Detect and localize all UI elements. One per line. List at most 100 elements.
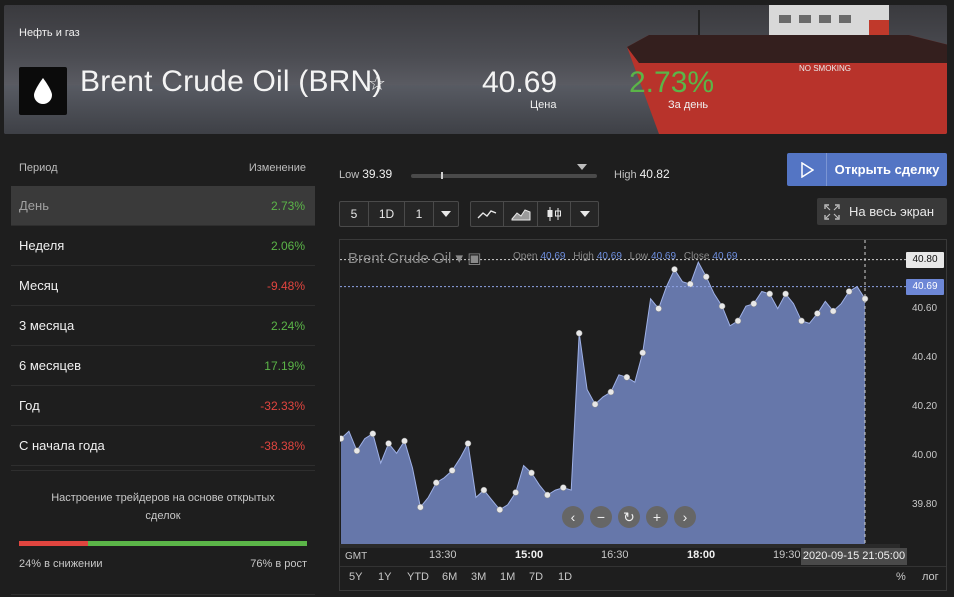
play-icon — [787, 153, 827, 186]
open-value: 40.69 — [540, 251, 566, 262]
area-chart-button[interactable] — [504, 202, 538, 226]
data-point — [353, 447, 361, 455]
ohlc-readout: Open 40.69 High 40.69 Low 40.69 Close 40.69 — [513, 251, 742, 262]
day-low-label: Low — [339, 169, 360, 181]
price-chart[interactable]: Brent Crude Oil ▾ ▣ Open 40.69 High 40.69 … — [339, 239, 947, 591]
period-row[interactable]: Год -32.33% — [11, 386, 315, 426]
period-row[interactable]: Неделя 2.06% — [11, 226, 315, 266]
data-point — [687, 280, 694, 288]
chart-instrument-legend[interactable]: Brent Crude Oil ▾ ▣ — [348, 250, 482, 267]
day-high: High 40.82 — [614, 167, 670, 181]
price-line — [340, 260, 866, 511]
period-row[interactable]: С начала года -38.38% — [11, 426, 315, 466]
data-point — [433, 479, 440, 486]
period-change-value: -9.48% — [266, 278, 305, 293]
x-tick-label: 18:00 — [687, 549, 716, 561]
tanker-ship-image: NO SMOKING — [627, 5, 947, 134]
sentiment-title: Настроение трейдеров на основе открытых … — [51, 492, 275, 522]
period-label: Месяц — [19, 278, 59, 293]
data-point — [385, 440, 392, 447]
day-high-value: 40.82 — [639, 167, 670, 181]
zoom-option-5y[interactable]: 5Y — [349, 571, 363, 583]
data-point — [814, 310, 821, 317]
data-point — [448, 467, 456, 474]
data-point — [464, 440, 472, 447]
multiplier-button[interactable]: 1 — [405, 202, 434, 226]
scroll-left-button[interactable]: ‹ — [562, 506, 584, 528]
period-change-value: 17.19% — [264, 358, 305, 373]
period-row[interactable]: 3 месяца 2.24% — [11, 306, 315, 346]
open-trade-button[interactable]: Открыть сделку — [787, 153, 947, 186]
log-scale-toggle[interactable]: лог — [922, 571, 939, 583]
fullscreen-label: На весь экран — [849, 204, 935, 219]
zoom-option-6m[interactable]: 6M — [442, 571, 458, 583]
period-label: Неделя — [19, 238, 65, 253]
zoom-in-button[interactable]: + — [646, 506, 668, 528]
data-point — [798, 317, 805, 325]
interval-number-button[interactable]: 5 — [340, 202, 369, 226]
zoom-option-1m[interactable]: 1M — [500, 571, 516, 583]
period-performance-table: Период Изменение День 2.73% Неделя 2.06% Мес… — [11, 150, 315, 466]
period-row[interactable]: Месяц -9.48% — [11, 266, 315, 306]
sentiment-down-label: 24% в снижении — [19, 558, 103, 570]
y-tick-label: 39.80 — [912, 498, 938, 510]
instrument-header: NO SMOKING Нефть и газ Brent Crude Oil (… — [4, 5, 947, 134]
percent-scale-toggle[interactable]: % — [896, 571, 906, 583]
period-label: С начала года — [19, 438, 105, 453]
x-tick-label: 19:30 — [773, 549, 801, 561]
sentiment-bar-down — [19, 541, 89, 546]
data-point — [401, 437, 408, 445]
data-point — [718, 302, 726, 310]
oil-drop-icon — [34, 78, 52, 104]
price-chart-canvas[interactable] — [340, 240, 946, 590]
crosshair-time-tag: 2020-09-15 21:05:00 — [801, 548, 907, 565]
day-range-track — [411, 174, 597, 178]
interval-unit-button[interactable]: 1D — [369, 202, 405, 226]
breadcrumb[interactable]: Нефть и газ — [19, 27, 80, 39]
high-label: High — [573, 251, 594, 262]
zoom-option-7d[interactable]: 7D — [529, 571, 544, 583]
line-chart-button[interactable] — [471, 202, 505, 226]
zoom-option-1d[interactable]: 1D — [558, 571, 573, 583]
change-column-header: Изменение — [248, 162, 306, 174]
data-point — [591, 401, 599, 408]
chart-type-dropdown[interactable] — [571, 202, 598, 226]
data-point — [512, 489, 519, 496]
zoom-option-1y[interactable]: 1Y — [378, 571, 392, 583]
x-axis-band — [340, 544, 900, 548]
area-chart-icon — [511, 209, 531, 221]
timezone-label[interactable]: GMT — [345, 551, 368, 562]
scroll-right-button[interactable]: › — [674, 506, 696, 528]
data-point — [340, 435, 345, 442]
zoom-out-button[interactable]: − — [590, 506, 612, 528]
current-price: 40.69 — [482, 66, 558, 99]
data-point — [671, 266, 678, 273]
data-point — [496, 506, 504, 513]
period-row[interactable]: День 2.73% — [11, 186, 315, 226]
interval-dropdown[interactable] — [434, 202, 458, 226]
zoom-option-ytd[interactable]: YTD — [407, 571, 429, 583]
last-price-tag: 40.69 — [906, 278, 944, 295]
page-title: Brent Crude Oil (BRN) — [80, 65, 383, 98]
period-change-value: 2.73% — [270, 198, 305, 213]
favorite-star-icon[interactable]: ☆ — [368, 73, 386, 95]
data-point — [528, 469, 535, 477]
period-rows: День 2.73% Неделя 2.06% Месяц -9.48% 3 месяца 2… — [11, 186, 315, 466]
line-chart-icon — [477, 210, 497, 219]
data-point — [766, 290, 773, 298]
candlestick-chart-button[interactable] — [538, 202, 572, 226]
data-point — [639, 349, 646, 357]
y-tick-label: 40.60 — [912, 302, 938, 314]
interval-toolbar: 5 1D 1 — [339, 201, 459, 227]
data-point — [782, 290, 789, 298]
zoom-option-3m[interactable]: 3M — [471, 571, 487, 583]
sentiment-up-label: 76% в рост — [250, 558, 307, 570]
fullscreen-button[interactable]: На весь экран — [817, 198, 947, 225]
data-point — [845, 288, 853, 295]
period-row[interactable]: 6 месяцев 17.19% — [11, 346, 315, 386]
open-trade-label: Открыть сделку — [834, 162, 940, 177]
trader-sentiment: Настроение трейдеров на основе открытых … — [11, 470, 315, 595]
y-tick-label: 40.40 — [912, 351, 938, 363]
reset-zoom-button[interactable]: ↻ — [618, 506, 640, 528]
sentiment-bar — [19, 541, 307, 546]
